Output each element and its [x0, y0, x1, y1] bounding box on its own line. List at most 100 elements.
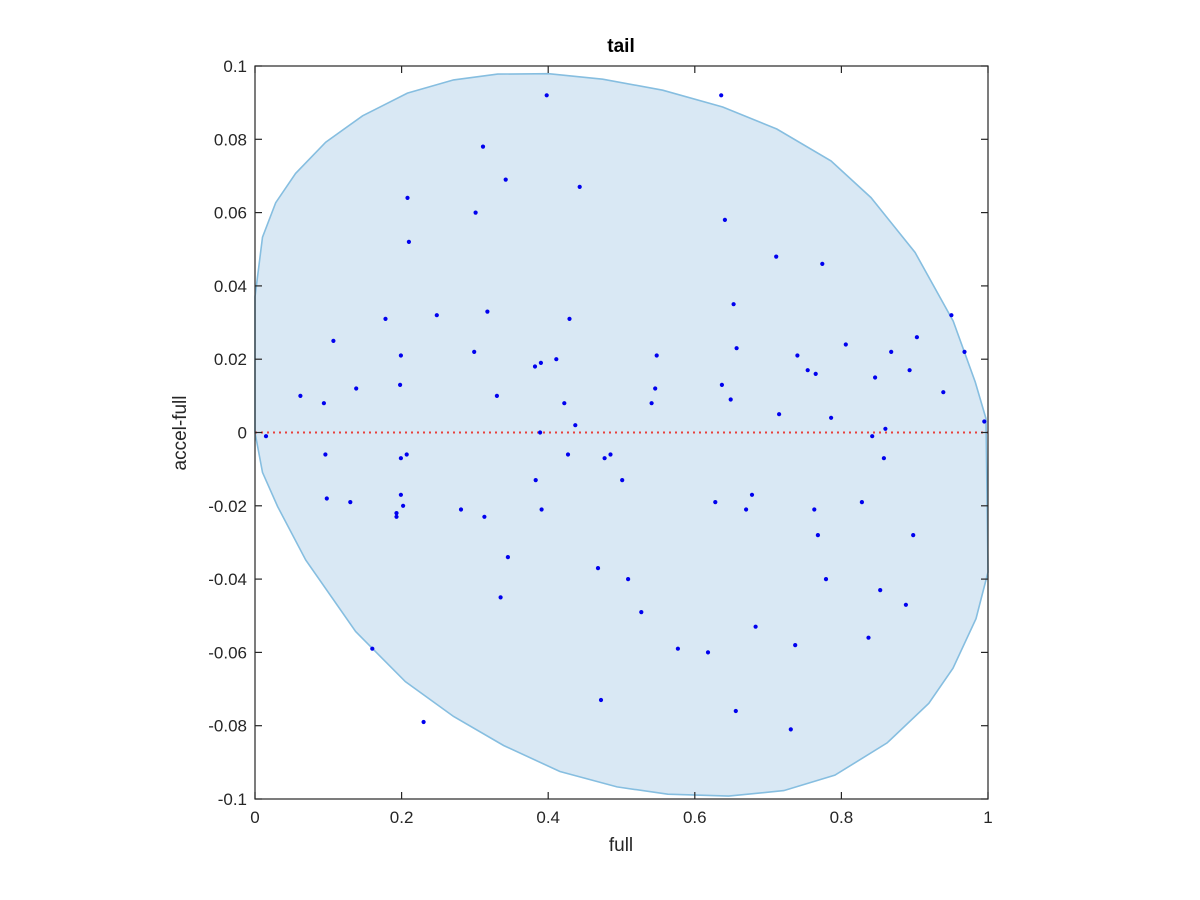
data-point	[573, 423, 578, 428]
data-point	[812, 507, 817, 512]
confidence-ellipse	[254, 72, 989, 797]
data-point	[820, 261, 825, 266]
y-tick-label: 0.08	[214, 130, 247, 149]
data-point	[482, 514, 487, 519]
y-tick-label: -0.02	[208, 497, 247, 516]
data-point	[544, 93, 549, 98]
data-point	[719, 382, 725, 387]
data-point	[404, 452, 409, 457]
data-point	[823, 577, 829, 582]
data-point	[331, 338, 336, 343]
data-point	[878, 588, 883, 593]
data-point	[805, 368, 810, 373]
data-point	[595, 566, 601, 571]
data-point	[538, 360, 544, 365]
data-point	[434, 313, 439, 318]
data-point	[883, 426, 888, 431]
data-point	[472, 349, 477, 354]
data-point	[793, 643, 798, 648]
data-point	[639, 610, 644, 615]
data-point	[394, 510, 399, 516]
data-point	[473, 210, 478, 215]
data-point	[263, 434, 269, 439]
x-tick-label: 0.6	[683, 808, 707, 827]
x-axis: 0 0.2 0.4 0.6 0.8 1	[250, 66, 993, 827]
data-point	[795, 353, 800, 358]
data-point	[598, 697, 604, 703]
data-point	[962, 349, 967, 354]
data-point	[911, 533, 916, 538]
data-point	[728, 397, 733, 402]
data-point	[554, 357, 559, 362]
y-axis: -0.1 -0.08 -0.06 -0.04 -0.02 0 0.02 0.04 0.06 0.0…	[208, 57, 988, 809]
y-tick-label: 0.06	[214, 204, 247, 223]
data-point	[406, 239, 411, 244]
data-point	[503, 177, 508, 182]
data-point	[903, 602, 909, 607]
data-point	[753, 624, 758, 629]
y-tick-label: 0	[238, 424, 247, 443]
data-point	[813, 371, 818, 376]
y-axis-label: accel-full	[170, 396, 191, 471]
data-point	[744, 507, 749, 512]
x-tick-label: 0.8	[830, 808, 854, 827]
data-point	[370, 646, 375, 651]
data-point	[620, 478, 625, 483]
data-point	[538, 430, 543, 435]
data-point	[914, 335, 920, 340]
data-point	[567, 316, 572, 321]
x-axis-label: full	[609, 835, 633, 856]
data-points	[263, 93, 987, 732]
data-point	[608, 452, 613, 457]
data-point	[298, 393, 303, 398]
data-point	[354, 386, 359, 391]
data-point	[649, 401, 654, 406]
data-point	[394, 514, 399, 519]
data-point	[321, 401, 326, 406]
data-point	[405, 195, 410, 200]
chart-title: tail	[607, 36, 634, 57]
y-tick-label: -0.04	[208, 570, 247, 589]
data-point	[733, 708, 738, 714]
data-point	[398, 382, 403, 387]
data-point	[815, 533, 821, 538]
y-tick-label: 0.04	[214, 277, 247, 296]
data-point	[982, 419, 987, 424]
data-point	[675, 646, 681, 651]
data-point	[749, 492, 755, 497]
data-point	[859, 500, 865, 505]
data-point	[829, 415, 834, 420]
x-tick-label: 0	[250, 808, 259, 827]
data-point	[774, 254, 779, 259]
data-point	[562, 401, 567, 406]
data-point	[705, 650, 711, 655]
x-tick-label: 0.4	[536, 808, 560, 827]
data-point	[788, 727, 793, 732]
y-tick-label: -0.1	[218, 790, 247, 809]
data-point	[873, 375, 878, 380]
data-point	[949, 313, 954, 318]
data-point	[713, 500, 718, 505]
data-point	[323, 452, 328, 457]
x-tick-label: 1	[983, 808, 992, 827]
data-point	[324, 496, 329, 501]
data-point	[626, 577, 631, 582]
data-point	[777, 412, 782, 417]
y-tick-label: 0.1	[223, 57, 247, 76]
data-point	[532, 364, 538, 369]
data-point	[458, 507, 464, 512]
data-point	[654, 353, 659, 358]
data-point	[734, 346, 739, 351]
data-point	[889, 349, 894, 354]
data-point	[480, 144, 486, 149]
data-point	[722, 217, 728, 222]
data-point	[421, 719, 426, 725]
y-tick-label: -0.06	[208, 643, 247, 662]
y-tick-label: -0.08	[208, 717, 247, 736]
data-point	[602, 456, 607, 461]
x-tick-label: 0.2	[390, 808, 414, 827]
data-point	[533, 478, 538, 483]
data-point	[383, 316, 388, 321]
data-point	[401, 503, 406, 508]
